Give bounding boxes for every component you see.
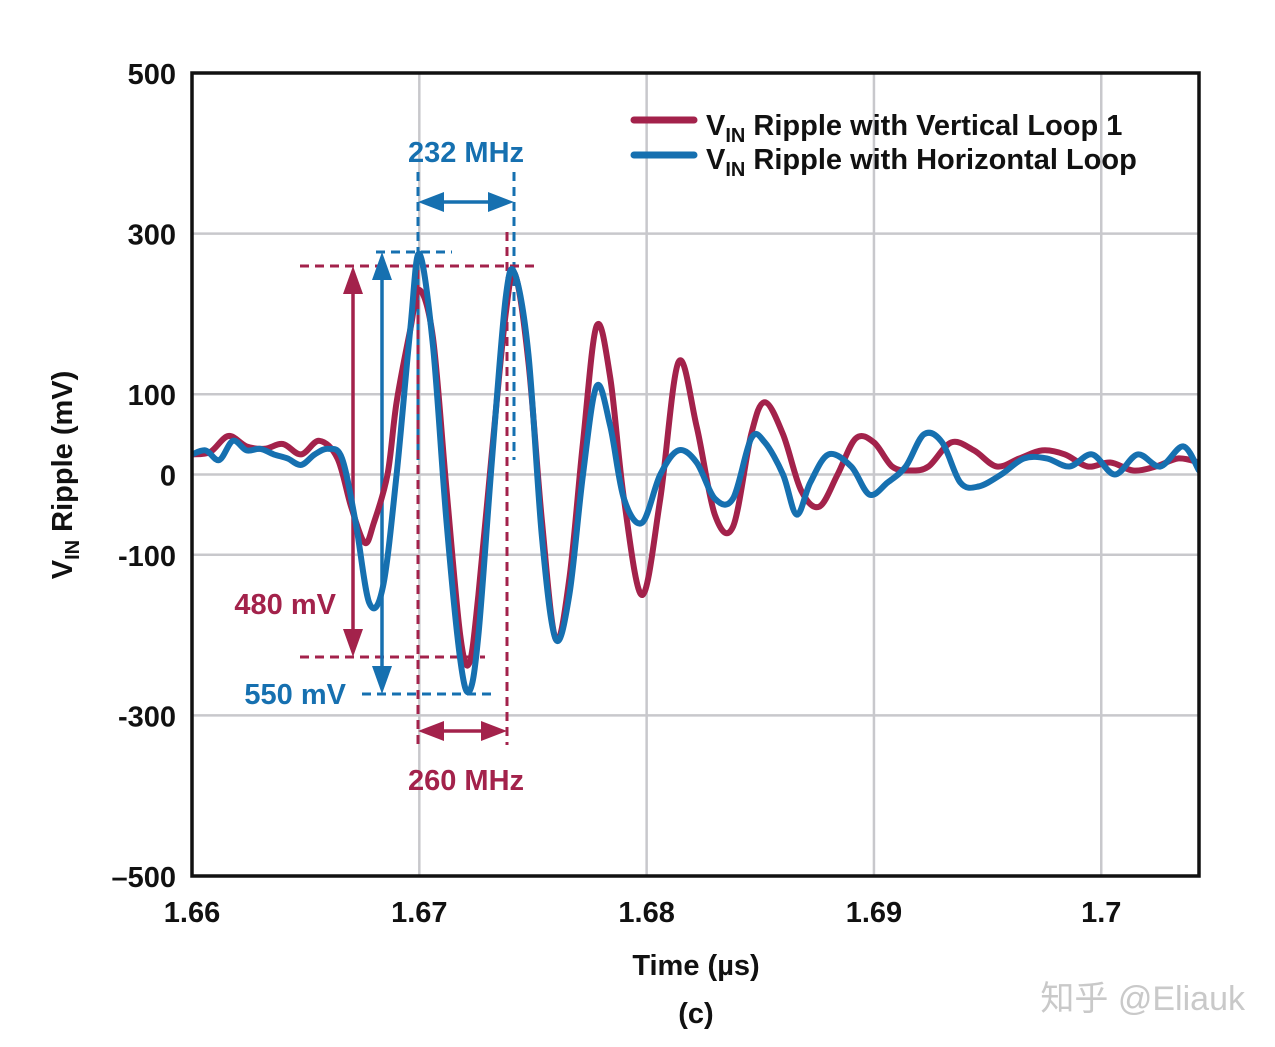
series-lines (192, 250, 1199, 696)
x-tick-label: 1.7 (1081, 897, 1121, 929)
blue-period-arrowhead-left (418, 192, 444, 212)
series-line-horizontal-loop (192, 250, 1199, 696)
y-axis-title: VIN Ripple (mV) (47, 371, 84, 580)
x-axis-title: Time (µs) (632, 950, 759, 982)
x-axis-ticks: 1.66 1.67 1.68 1.69 1.7 (164, 897, 1122, 929)
x-tick-label: 1.69 (846, 897, 902, 929)
red-period-arrowhead-right (481, 721, 507, 741)
y-tick-label: -300 (118, 701, 176, 733)
y-tick-label: 0 (160, 461, 176, 493)
freq-top-label: 232 MHz (408, 137, 524, 169)
watermark: 知乎 @Eliauk (1040, 980, 1246, 1018)
series-line-vertical-loop (192, 268, 1199, 669)
blue-pp-arrowhead-bottom (372, 666, 392, 694)
red-period-arrowhead-left (418, 721, 444, 741)
red-pp-arrowhead-bottom (343, 629, 363, 657)
panel-label: (c) (678, 998, 713, 1030)
x-tick-label: 1.67 (391, 897, 447, 929)
pp-vertical-label: 480 mV (234, 589, 336, 621)
blue-period-arrowhead-right (488, 192, 514, 212)
y-tick-label: 300 (128, 220, 176, 252)
red-pp-arrowhead-top (343, 266, 363, 294)
pp-horizontal-label: 550 mV (244, 679, 346, 711)
y-tick-label: 500 (128, 59, 176, 91)
blue-pp-arrowhead-top (372, 252, 392, 280)
y-tick-label: 100 (128, 380, 176, 412)
y-tick-label: -100 (118, 541, 176, 573)
measurement-annotations: 232 MHz 260 MHz 480 mV 550 mV (234, 137, 540, 797)
legend: VIN Ripple with Vertical Loop 1 VIN Ripp… (630, 110, 1137, 181)
legend-label-horizontal: VIN Ripple with Horizontal Loop (706, 144, 1137, 181)
x-tick-label: 1.68 (618, 897, 674, 929)
freq-bottom-label: 260 MHz (408, 765, 524, 797)
x-tick-label: 1.66 (164, 897, 220, 929)
plot-frame (190, 71, 1201, 878)
legend-label-vertical: VIN Ripple with Vertical Loop 1 (706, 110, 1122, 147)
y-axis-ticks: 500 300 100 0 -100 -300 –500 (111, 59, 176, 894)
y-tick-label: –500 (111, 862, 176, 894)
